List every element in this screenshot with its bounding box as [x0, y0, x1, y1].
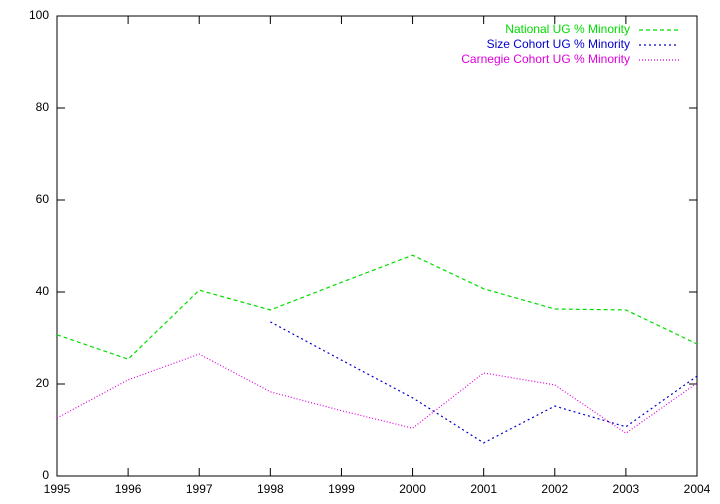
- series-line: [56, 254, 698, 360]
- x-tick-label: 2001: [470, 482, 497, 496]
- y-tick-label: 100: [29, 8, 49, 22]
- x-tick-label: 2003: [613, 482, 640, 496]
- y-tick-label: 40: [36, 284, 50, 298]
- legend-label: National UG % Minority: [505, 22, 630, 36]
- legend-label: Size Cohort UG % Minority: [487, 37, 630, 51]
- y-tick-label: 0: [42, 468, 49, 482]
- y-tick-label: 80: [36, 100, 50, 114]
- x-tick-label: 2000: [399, 482, 426, 496]
- series-line: [270, 321, 698, 444]
- x-tick-label: 2002: [541, 482, 568, 496]
- series-line: [56, 353, 698, 434]
- x-tick-label: 1997: [186, 482, 213, 496]
- x-tick-label: 2004: [684, 482, 711, 496]
- x-tick-label: 1996: [115, 482, 142, 496]
- x-tick-label: 1998: [257, 482, 284, 496]
- y-tick-label: 60: [36, 192, 50, 206]
- y-tick-label: 20: [36, 376, 50, 390]
- x-tick-label: 1999: [328, 482, 355, 496]
- x-tick-label: 1995: [44, 482, 71, 496]
- legend-label: Carnegie Cohort UG % Minority: [461, 52, 630, 66]
- plot-frame: [56, 15, 698, 477]
